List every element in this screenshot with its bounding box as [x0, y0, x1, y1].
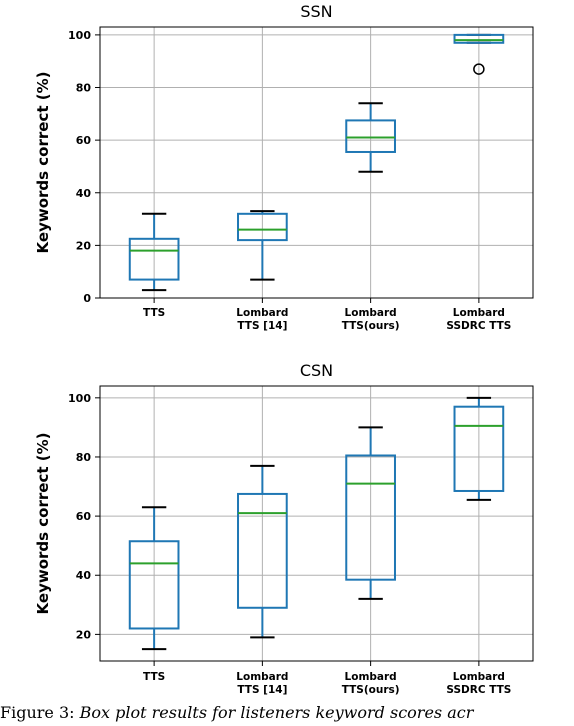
y-tick-label: 20: [76, 239, 92, 252]
chart-title: SSN: [300, 2, 332, 21]
y-tick-label: 60: [76, 134, 92, 147]
box-1: [128, 212, 180, 292]
y-axis-label: Keywords correct (%): [34, 72, 52, 254]
caption-label: Figure 3:: [0, 703, 75, 722]
box-3: [345, 102, 396, 173]
y-tick-label: 60: [76, 510, 92, 523]
y-tick-label: 100: [68, 392, 91, 405]
y-tick-label: 20: [76, 628, 92, 641]
x-tick-label: Lombard TTS [14]: [236, 671, 288, 696]
subplot-csn: CSN Keywords correct (%) 20 40 60 80 100 TTS Lom…: [34, 361, 534, 696]
x-tick-label: Lombard TTS(ours): [342, 307, 400, 332]
box-4: [453, 396, 505, 501]
box-iqr: [237, 212, 288, 242]
box-plot-figure: SSN Keywords correct (%) 0 20 40 60 80 100 TTS Lo…: [34, 2, 534, 696]
axes-frame: [99, 26, 534, 299]
box-iqr: [453, 405, 505, 492]
x-tick-label: Lombard SSDRC TTS: [446, 671, 511, 696]
axes-frame: [99, 385, 534, 662]
box-1: [128, 506, 180, 651]
x-tick-label: Lombard TTS(ours): [342, 671, 400, 696]
outlier-point: [473, 63, 485, 75]
caption-text: Box plot results for listeners keyword s…: [79, 703, 474, 722]
box-iqr: [128, 540, 180, 630]
y-tick-label: 40: [76, 569, 92, 582]
x-tick-label: Lombard TTS [14]: [236, 307, 288, 332]
y-tick-label: 40: [76, 187, 92, 200]
subplot-ssn: SSN Keywords correct (%) 0 20 40 60 80 100 TTS Lo…: [34, 2, 534, 332]
box-3: [345, 426, 396, 600]
box-iqr: [345, 454, 396, 581]
x-tick-label: Lombard SSDRC TTS: [446, 307, 511, 332]
box-iqr: [345, 119, 396, 153]
box-iqr: [237, 492, 288, 609]
box-2: [237, 464, 288, 639]
y-axis-label: Keywords correct (%): [34, 433, 52, 615]
x-tick-label: TTS: [143, 307, 165, 319]
box-iqr: [453, 33, 505, 44]
box-2: [237, 210, 288, 281]
figure-caption: Figure 3: Box plot results for listeners…: [0, 703, 473, 722]
y-tick-label: 100: [68, 29, 91, 42]
y-tick-label: 80: [76, 82, 92, 95]
box-4: [453, 33, 505, 75]
y-tick-label: 0: [83, 292, 91, 305]
box-iqr: [128, 237, 180, 281]
y-tick-label: 80: [76, 451, 92, 464]
x-tick-label: TTS: [143, 671, 165, 683]
chart-title: CSN: [300, 361, 333, 380]
